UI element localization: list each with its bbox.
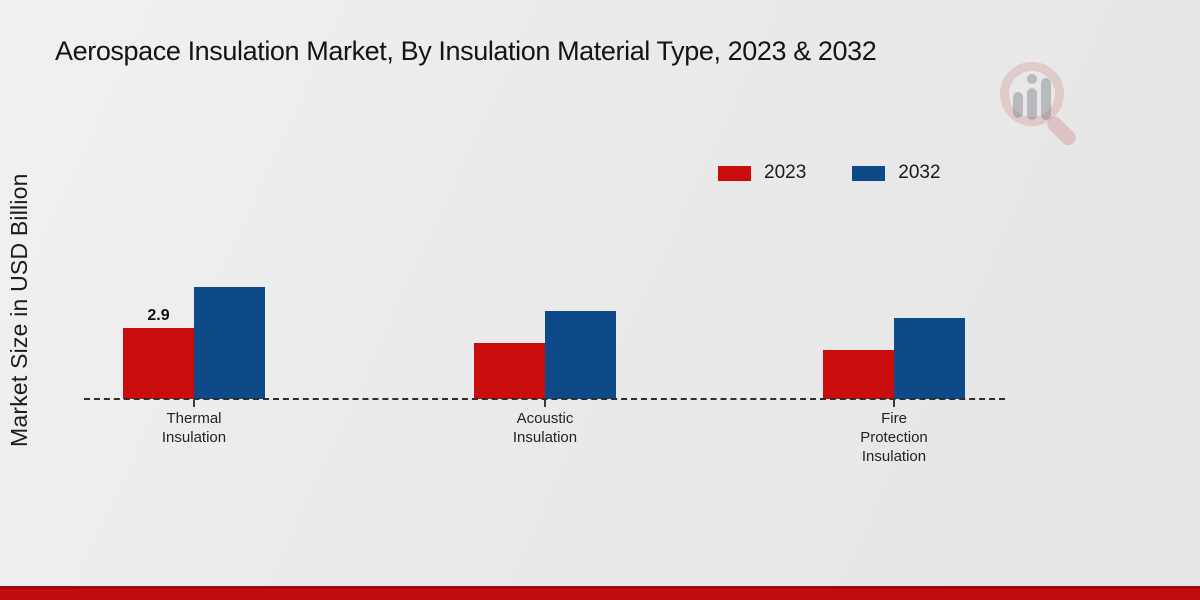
bar-2023-thermal-insulation bbox=[123, 328, 194, 399]
legend-item-2023: 2023 bbox=[718, 162, 806, 184]
bar-2023-fire-protection-insulation bbox=[823, 350, 894, 399]
x-axis-baseline bbox=[84, 398, 1005, 400]
legend-label-2032: 2032 bbox=[898, 162, 941, 183]
watermark-dot-icon bbox=[1027, 74, 1037, 84]
watermark-bar-icon bbox=[1041, 78, 1051, 120]
legend-label-2023: 2023 bbox=[764, 162, 807, 183]
watermark-bar-icon bbox=[1013, 92, 1023, 118]
watermark-bar-icon bbox=[1027, 88, 1037, 120]
bar-2032-fire-protection-insulation bbox=[894, 318, 965, 399]
legend: 2023 2032 bbox=[718, 162, 941, 184]
category-label-thermal-insulation: Thermal Insulation bbox=[161, 410, 227, 446]
bar-2023-acoustic-insulation bbox=[474, 343, 545, 399]
magnifier-handle-icon bbox=[1044, 113, 1079, 149]
footer-accent-strip bbox=[0, 586, 1200, 600]
category-label-acoustic-insulation: Acoustic Insulation bbox=[512, 410, 578, 446]
legend-swatch-2032 bbox=[852, 165, 886, 181]
brand-watermark bbox=[998, 58, 1098, 149]
bar-2032-acoustic-insulation bbox=[545, 311, 616, 399]
axis-tick bbox=[893, 400, 895, 407]
bar-2032-thermal-insulation bbox=[194, 287, 265, 399]
category-label-fire-protection-insulation: Fire Protection Insulation bbox=[860, 410, 928, 465]
magnifier-icon bbox=[1000, 62, 1064, 126]
legend-swatch-2023 bbox=[718, 165, 751, 181]
legend-item-2032: 2032 bbox=[852, 162, 941, 184]
bar-value-label: 2.9 bbox=[147, 307, 170, 324]
axis-tick bbox=[193, 400, 195, 407]
chart-title: Aerospace Insulation Market, By Insulati… bbox=[55, 36, 877, 66]
axis-tick bbox=[544, 400, 546, 407]
